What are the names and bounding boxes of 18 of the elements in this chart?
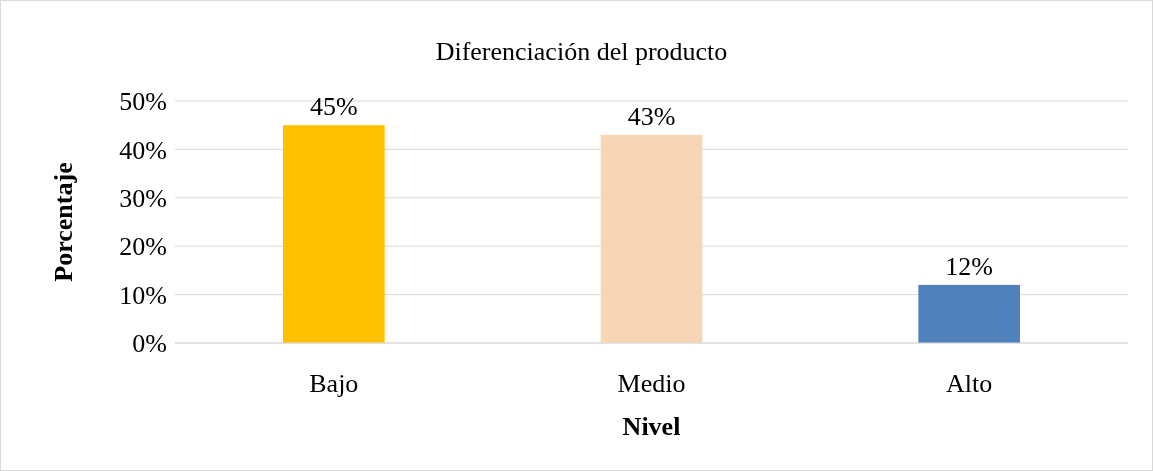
- x-tick-label: Alto: [946, 369, 993, 398]
- y-tick-label: 20%: [119, 232, 167, 262]
- bar: [600, 134, 703, 343]
- y-tick-label: 30%: [119, 183, 167, 213]
- x-tick-label: Bajo: [309, 369, 359, 398]
- y-tick-label: 50%: [119, 87, 167, 117]
- y-axis-title: Porcentaje: [49, 162, 78, 282]
- data-label: 12%: [945, 251, 993, 281]
- bar: [283, 125, 385, 343]
- chart-title: Diferenciación del producto: [435, 37, 728, 66]
- bar: [918, 284, 1020, 343]
- y-tick-label: 40%: [119, 135, 167, 165]
- x-tick-label: Medio: [617, 369, 686, 398]
- y-tick-label: 10%: [119, 280, 167, 310]
- x-axis-title: Nivel: [622, 412, 681, 441]
- y-tick-label: 0%: [132, 329, 167, 359]
- data-label: 45%: [310, 92, 358, 122]
- data-label: 43%: [627, 101, 676, 131]
